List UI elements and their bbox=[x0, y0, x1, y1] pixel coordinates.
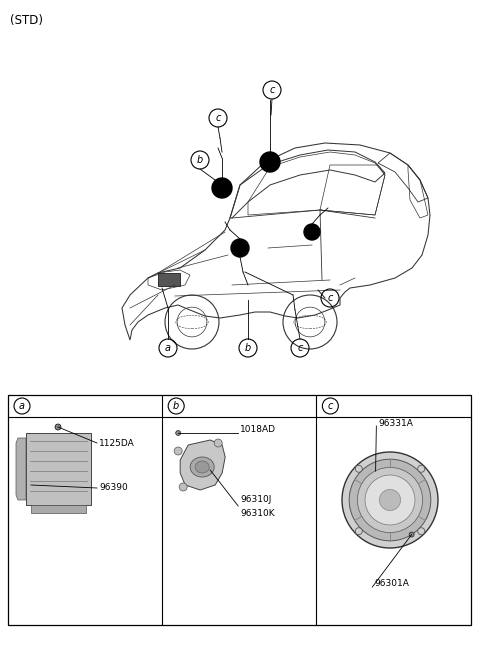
Text: b: b bbox=[173, 401, 180, 411]
Bar bbox=[158, 273, 180, 286]
Text: c: c bbox=[269, 85, 275, 95]
Circle shape bbox=[365, 475, 415, 525]
Circle shape bbox=[409, 532, 414, 537]
Circle shape bbox=[418, 465, 425, 472]
Circle shape bbox=[212, 178, 232, 198]
Circle shape bbox=[349, 459, 431, 541]
Bar bbox=[26, 433, 91, 505]
Circle shape bbox=[357, 467, 422, 533]
Text: 96301A: 96301A bbox=[374, 579, 409, 588]
Text: 1125DA: 1125DA bbox=[99, 438, 135, 447]
Text: 96331A: 96331A bbox=[378, 419, 413, 428]
Circle shape bbox=[355, 465, 362, 472]
Ellipse shape bbox=[195, 461, 209, 473]
Polygon shape bbox=[16, 438, 26, 500]
Circle shape bbox=[379, 489, 400, 510]
Circle shape bbox=[176, 430, 180, 436]
Text: b: b bbox=[197, 155, 203, 165]
Text: 96310K: 96310K bbox=[240, 508, 275, 518]
Circle shape bbox=[304, 224, 320, 240]
Circle shape bbox=[214, 439, 222, 447]
Text: a: a bbox=[19, 401, 25, 411]
Text: 96310J: 96310J bbox=[240, 495, 272, 504]
Bar bbox=[8, 395, 471, 625]
Circle shape bbox=[174, 447, 182, 455]
Ellipse shape bbox=[190, 457, 214, 477]
Circle shape bbox=[342, 452, 438, 548]
Circle shape bbox=[355, 527, 362, 535]
Circle shape bbox=[418, 527, 425, 535]
Text: c: c bbox=[297, 343, 303, 353]
Text: c: c bbox=[327, 293, 333, 303]
Circle shape bbox=[260, 152, 280, 172]
Text: 1018AD: 1018AD bbox=[240, 426, 276, 434]
Bar bbox=[31, 505, 86, 513]
Circle shape bbox=[179, 483, 187, 491]
Text: a: a bbox=[165, 343, 171, 353]
Text: (STD): (STD) bbox=[10, 14, 43, 27]
Text: b: b bbox=[245, 343, 251, 353]
Text: c: c bbox=[216, 113, 221, 123]
Circle shape bbox=[231, 239, 249, 257]
Text: 96390: 96390 bbox=[99, 483, 128, 493]
Polygon shape bbox=[180, 440, 225, 490]
Text: c: c bbox=[328, 401, 333, 411]
Circle shape bbox=[55, 424, 61, 430]
